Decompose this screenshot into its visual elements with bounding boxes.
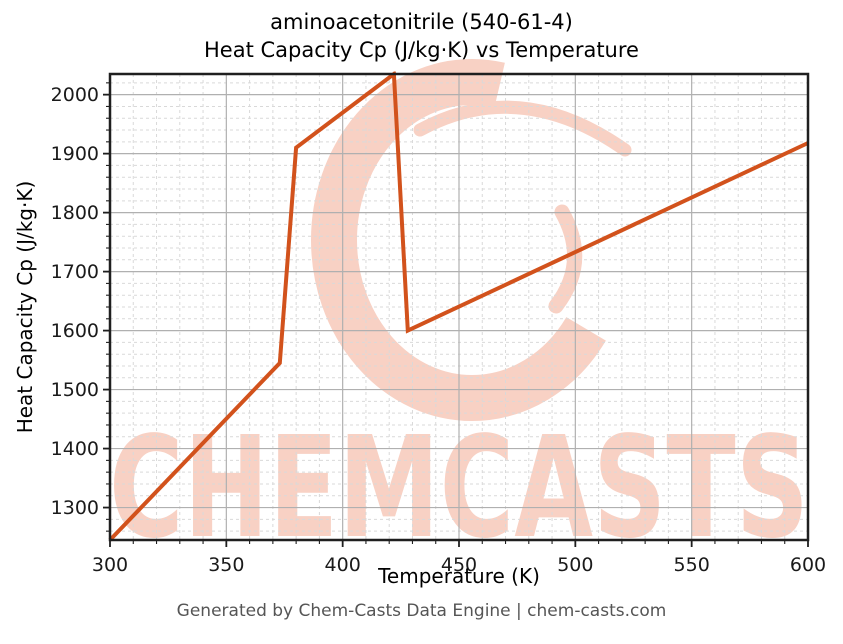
x-tick-label: 550 bbox=[674, 554, 710, 576]
y-axis-label: Heat Capacity Cp (J/kg·K) bbox=[13, 180, 37, 434]
x-tick-label: 400 bbox=[325, 554, 361, 576]
x-tick-label: 350 bbox=[208, 554, 244, 576]
x-tick-label: 300 bbox=[92, 554, 128, 576]
x-axis-label: Temperature (K) bbox=[378, 564, 540, 588]
y-tick-label: 1500 bbox=[51, 379, 99, 401]
y-tick-label: 2000 bbox=[51, 84, 99, 106]
watermark-tail bbox=[548, 204, 583, 314]
x-tick-label: 600 bbox=[790, 554, 826, 576]
y-tick-label: 1800 bbox=[51, 202, 99, 224]
tick-labels: 300 350 400 450 500 550 600 1300 1400 1500 1600 170… bbox=[51, 84, 826, 576]
title-block: aminoacetonitrile (540-61-4) Heat Capaci… bbox=[0, 8, 843, 64]
plot-svg: CHEMCASTS 300 350 400 450 500 550 600130014001… bbox=[51, 59, 826, 576]
chart-title: aminoacetonitrile (540-61-4) bbox=[270, 10, 573, 34]
data-series-line bbox=[108, 71, 809, 542]
y-tick-label: 1300 bbox=[51, 497, 99, 519]
watermark-c-ring bbox=[311, 59, 633, 421]
y-tick-label: 1700 bbox=[51, 261, 99, 283]
x-tick-label: 450 bbox=[441, 554, 477, 576]
chart-subtitle: Heat Capacity Cp (J/kg·K) vs Temperature bbox=[204, 38, 639, 62]
y-tick-label: 1400 bbox=[51, 438, 99, 460]
watermark-swoosh bbox=[413, 100, 632, 157]
plot-border bbox=[108, 72, 810, 542]
x-tick-label: 500 bbox=[557, 554, 593, 576]
footer-credit: Generated by Chem-Casts Data Engine | ch… bbox=[176, 601, 667, 621]
cp-vs-temperature-line bbox=[108, 71, 809, 542]
y-tick-label: 1600 bbox=[51, 320, 99, 342]
y-tick-label: 1900 bbox=[51, 143, 99, 165]
